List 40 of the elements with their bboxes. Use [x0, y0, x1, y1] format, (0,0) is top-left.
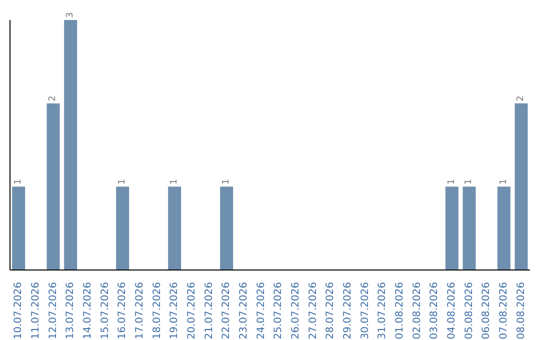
x-tick-label: 06.08.2026: [481, 282, 492, 340]
data-label: 1: [498, 178, 509, 185]
x-tick-label: 10.07.2026: [13, 282, 24, 340]
x-tick-label: 23.07.2026: [238, 282, 250, 340]
x-tick-label: 20.07.2026: [186, 282, 198, 340]
data-label: 2: [48, 96, 58, 102]
x-tick-label: 26.07.2026: [290, 282, 302, 340]
x-tick-label: 14.07.2026: [82, 282, 94, 340]
x-tick-label: 24.07.2026: [256, 282, 267, 340]
x-tick-label: 02.08.2026: [412, 282, 423, 340]
x-tick-label: 27.07.2026: [308, 282, 319, 340]
x-tick-label: 30.07.2026: [360, 282, 371, 340]
x-tick-label: 11.07.2026: [30, 282, 42, 340]
data-label: 1: [170, 178, 180, 185]
x-tick-label: 12.07.2026: [48, 282, 59, 340]
x-tick-label: 25.07.2026: [273, 282, 284, 340]
data-label: 1: [14, 178, 24, 185]
x-tick-label: 01.08.2026: [394, 282, 406, 340]
x-tick-label: 13.07.2026: [65, 282, 76, 340]
x-tick-label: 29.07.2026: [342, 282, 354, 340]
x-tick-label: 18.07.2026: [152, 282, 163, 340]
x-tick-label: 15.07.2026: [100, 282, 111, 340]
data-label: 1: [446, 178, 457, 185]
x-tick-label: 05.08.2026: [464, 282, 475, 340]
data-label: 1: [464, 178, 474, 185]
data-label: 3: [66, 12, 76, 18]
data-label: 2: [516, 96, 526, 102]
x-tick-label: 19.07.2026: [169, 282, 180, 340]
x-tick-label: 17.07.2026: [134, 282, 146, 340]
x-tick-label: 31.07.2026: [377, 282, 388, 340]
x-tick-label: 21.07.2026: [204, 282, 215, 340]
x-tick-label: 08.08.2026: [516, 282, 527, 340]
x-tick-label: 03.08.2026: [429, 282, 440, 340]
data-label: 1: [222, 178, 232, 185]
x-tick-label: 04.08.2026: [446, 282, 458, 340]
x-tick-label: 07.08.2026: [498, 282, 510, 340]
x-tick-label: 28.07.2026: [325, 282, 336, 340]
data-label: 1: [118, 178, 128, 185]
x-tick-label: 22.07.2026: [221, 282, 232, 340]
x-tick-label: 16.07.2026: [117, 282, 128, 340]
